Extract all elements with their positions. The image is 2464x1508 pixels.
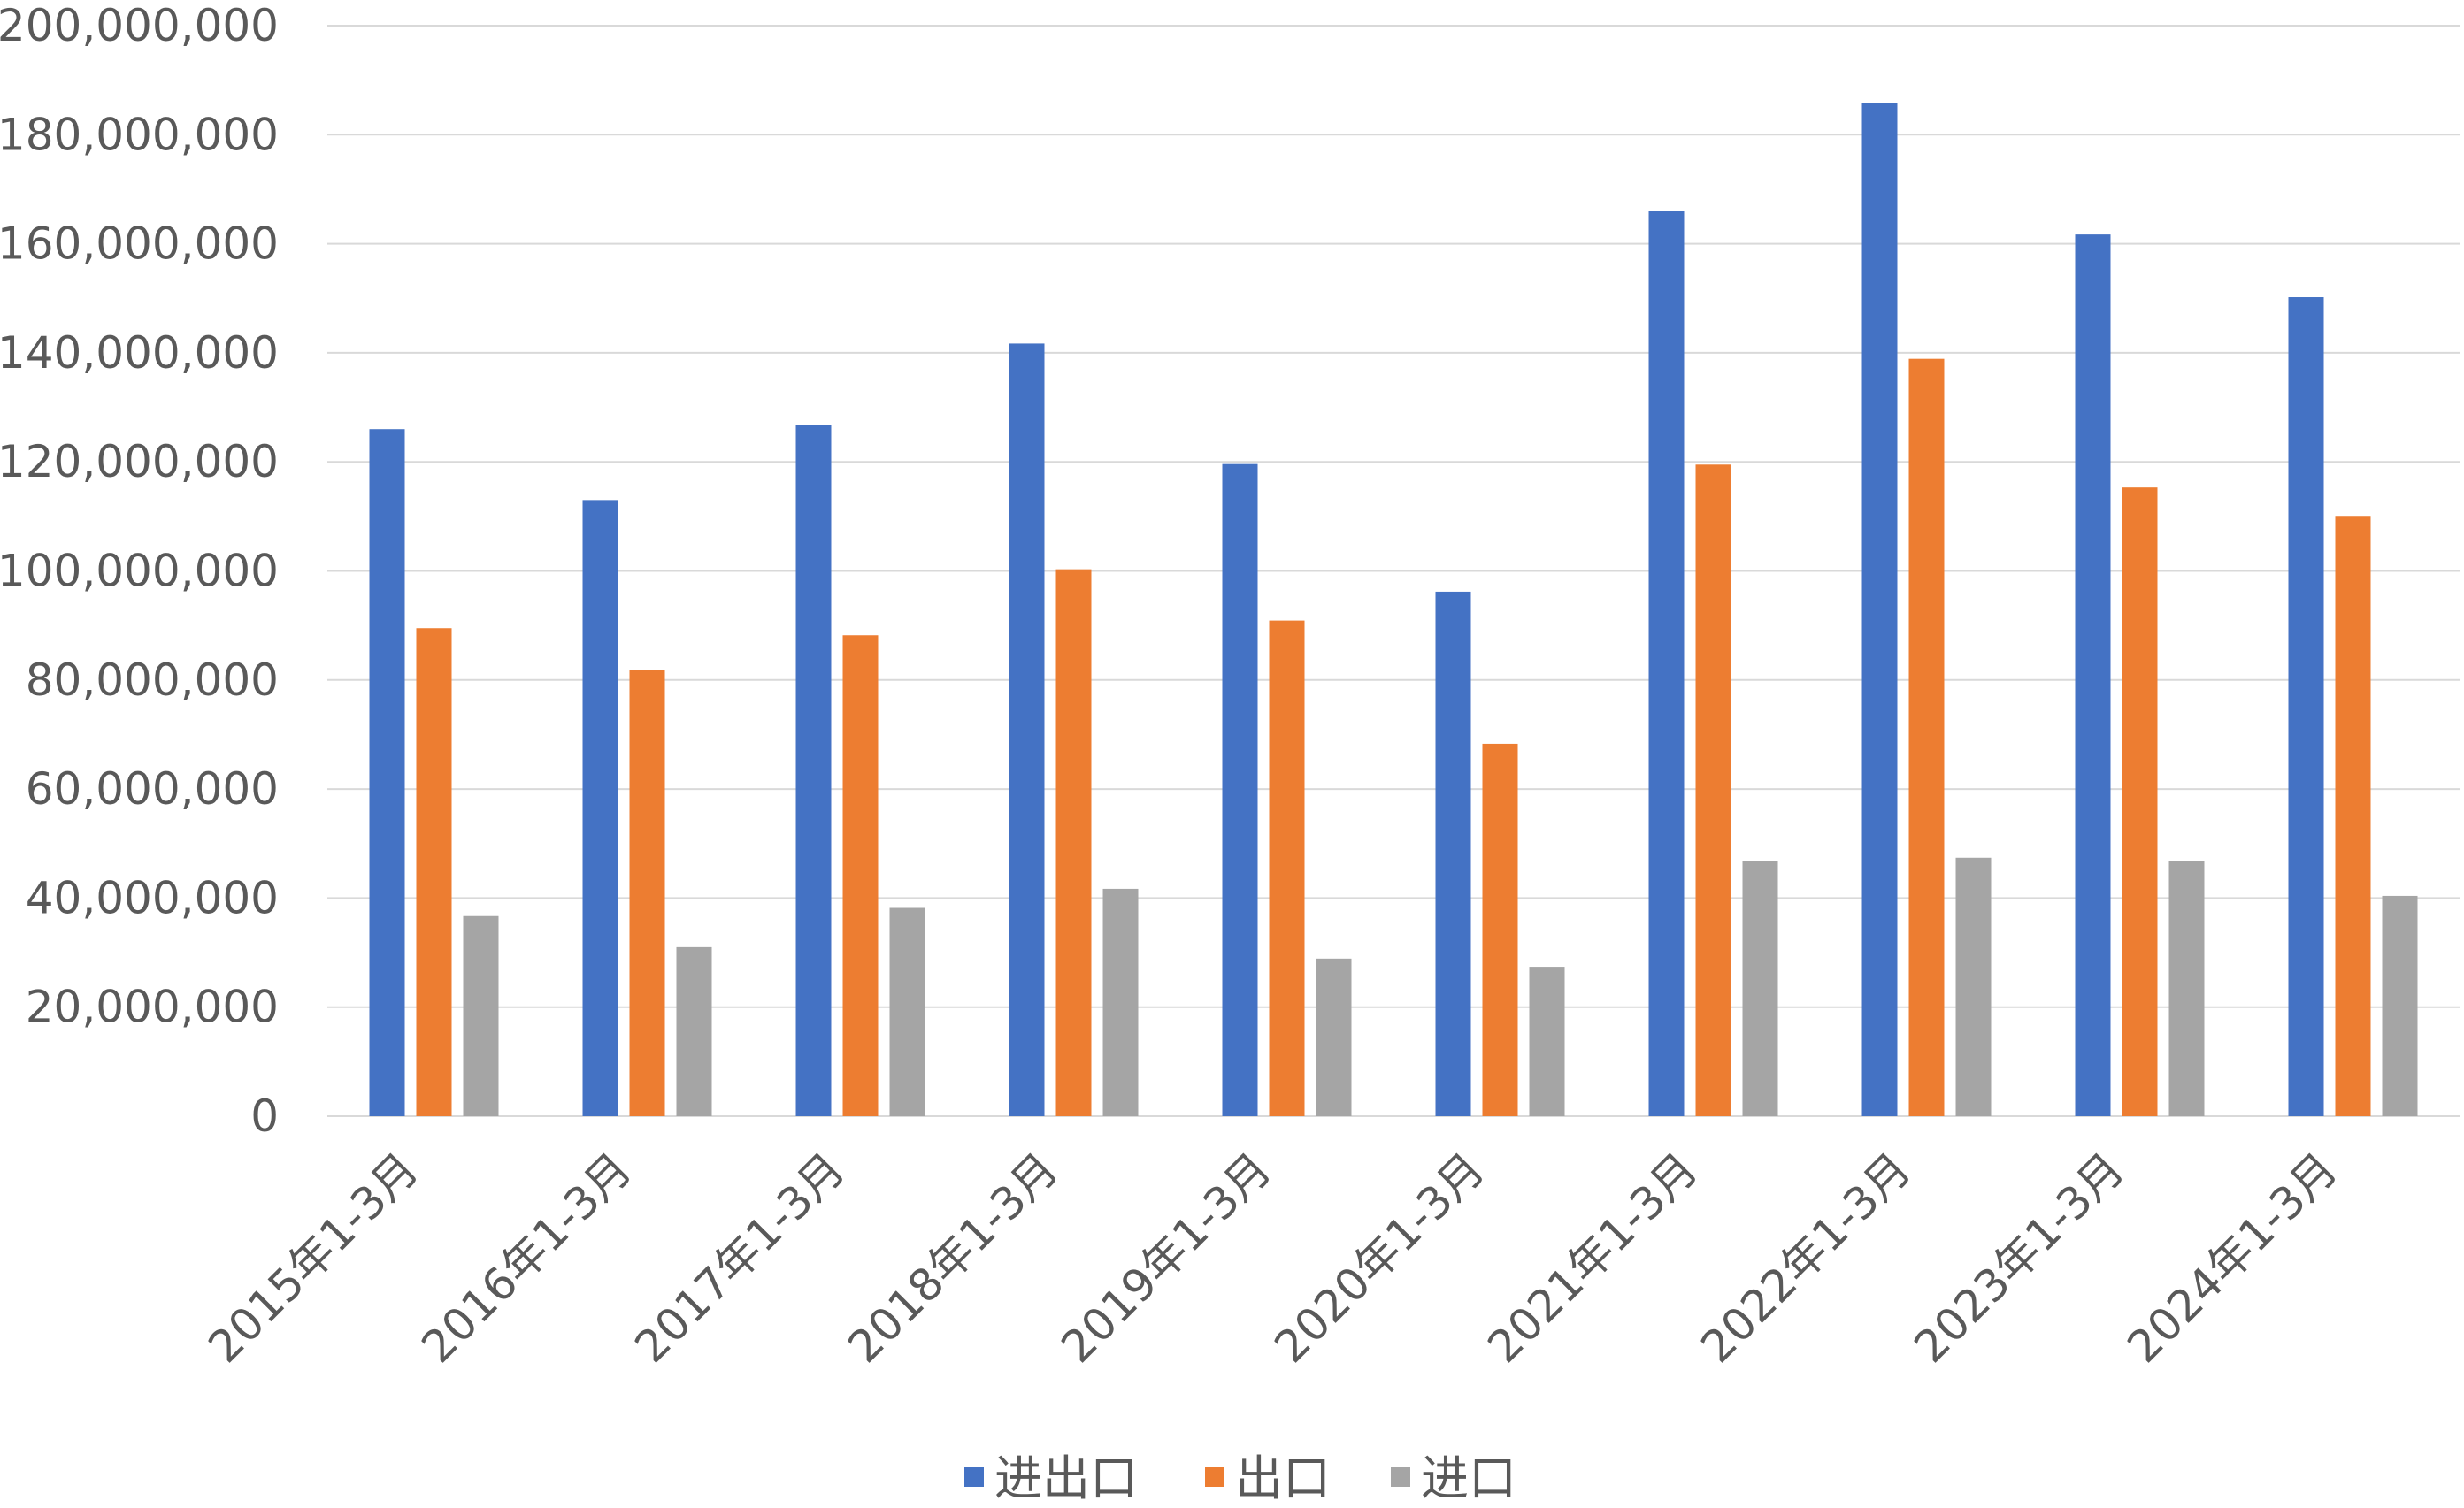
bar-import-8 bbox=[1955, 857, 1992, 1116]
bar-export-5 bbox=[1269, 620, 1305, 1116]
bar-import-export-8 bbox=[1861, 103, 1898, 1117]
bar-export-1 bbox=[416, 628, 452, 1116]
bar-import-export-10 bbox=[2288, 297, 2324, 1117]
bar-import-export-1 bbox=[369, 429, 405, 1117]
bar-import-3 bbox=[889, 907, 925, 1116]
y-tick-label: 100,000,000 bbox=[0, 546, 279, 597]
bar-export-7 bbox=[1695, 464, 1731, 1116]
y-tick-label: 140,000,000 bbox=[0, 327, 279, 379]
bar-import-export-5 bbox=[1222, 463, 1258, 1116]
y-tick-label: 0 bbox=[250, 1091, 279, 1142]
y-tick-label: 120,000,000 bbox=[0, 436, 279, 487]
y-tick-label: 200,000,000 bbox=[0, 0, 279, 51]
legend-item: 进出口 bbox=[964, 1451, 1138, 1506]
bar-import-2 bbox=[676, 946, 712, 1116]
bar-export-2 bbox=[629, 670, 665, 1116]
bar-import-export-4 bbox=[1009, 343, 1045, 1116]
bar-import-export-2 bbox=[582, 500, 618, 1116]
bar-export-9 bbox=[2122, 487, 2158, 1116]
y-tick-label: 20,000,000 bbox=[26, 982, 279, 1033]
x-tick-label: 2019年1-3月 bbox=[1052, 1143, 1281, 1372]
bar-import-1 bbox=[463, 915, 499, 1116]
x-axis-tick-labels: 2015年1-3月2016年1-3月2017年1-3月2018年1-3月2019… bbox=[199, 1143, 2347, 1372]
bars bbox=[369, 103, 2418, 1117]
bar-import-export-6 bbox=[1435, 591, 1471, 1116]
x-tick-label: 2016年1-3月 bbox=[412, 1143, 641, 1372]
x-tick-label: 2021年1-3月 bbox=[1478, 1143, 1708, 1372]
y-tick-label: 60,000,000 bbox=[26, 763, 279, 815]
x-tick-label: 2017年1-3月 bbox=[626, 1143, 855, 1372]
legend-swatch bbox=[964, 1467, 984, 1487]
bar-import-export-9 bbox=[2075, 234, 2111, 1116]
bar-import-export-3 bbox=[795, 425, 832, 1116]
legend-label: 进出口 bbox=[994, 1451, 1138, 1504]
x-tick-label: 2015年1-3月 bbox=[199, 1143, 428, 1372]
y-tick-label: 40,000,000 bbox=[26, 872, 279, 923]
y-axis-tick-labels: 0 20,000,000 40,000,000 60,000,000 80,000,00… bbox=[0, 0, 279, 1142]
legend-item: 进口 bbox=[1391, 1451, 1516, 1506]
bar-import-export-7 bbox=[1648, 211, 1685, 1117]
bar-import-4 bbox=[1102, 888, 1139, 1116]
bar-import-7 bbox=[1742, 861, 1778, 1116]
bar-import-9 bbox=[2168, 861, 2205, 1116]
bar-import-10 bbox=[2382, 895, 2418, 1116]
legend-label: 出口 bbox=[1235, 1451, 1331, 1504]
bar-export-4 bbox=[1055, 569, 1092, 1116]
y-tick-label: 160,000,000 bbox=[0, 218, 279, 270]
bar-export-8 bbox=[1908, 358, 1945, 1116]
legend: 进出口 出口 进口 bbox=[964, 1451, 1516, 1506]
bar-export-10 bbox=[2335, 516, 2371, 1116]
x-tick-label: 2024年1-3月 bbox=[2118, 1143, 2347, 1372]
x-tick-label: 2020年1-3月 bbox=[1265, 1143, 1494, 1372]
legend-swatch bbox=[1391, 1467, 1410, 1487]
legend-item: 出口 bbox=[1205, 1451, 1331, 1506]
y-tick-label: 80,000,000 bbox=[26, 654, 279, 706]
legend-label: 进口 bbox=[1421, 1451, 1516, 1504]
bar-export-3 bbox=[842, 635, 879, 1116]
x-tick-label: 2023年1-3月 bbox=[1905, 1143, 2134, 1372]
x-tick-label: 2018年1-3月 bbox=[839, 1143, 1068, 1372]
legend-swatch bbox=[1205, 1467, 1224, 1487]
bar-export-6 bbox=[1482, 743, 1518, 1116]
x-tick-label: 2022年1-3月 bbox=[1692, 1143, 1921, 1372]
bar-import-5 bbox=[1316, 958, 1352, 1116]
bar-import-6 bbox=[1529, 967, 1565, 1116]
y-tick-label: 180,000,000 bbox=[0, 109, 279, 160]
